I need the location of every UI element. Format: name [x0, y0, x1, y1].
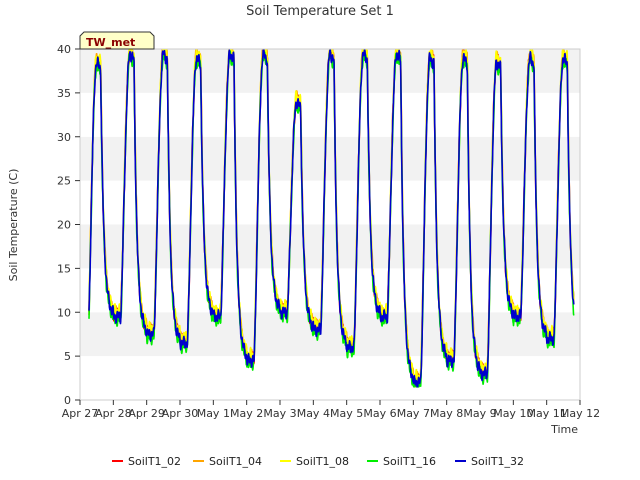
grid-band — [80, 268, 580, 313]
grid-bands — [80, 49, 580, 400]
x-tick-label: May 6 — [363, 407, 396, 420]
series-line-soilt1_32 — [88, 49, 575, 388]
y-axis-label: Soil Temperature (C) — [7, 169, 20, 282]
chart-title: Soil Temperature Set 1 — [246, 4, 394, 19]
x-tick-label: May 11 — [527, 407, 567, 420]
y-tick-label: 5 — [64, 350, 71, 363]
x-tick-label: May 3 — [263, 407, 296, 420]
legend: SoilT1_02 SoilT1_04 SoilT1_08 SoilT1_16 Soil… — [112, 455, 524, 468]
x-tick-label: May 5 — [330, 407, 363, 420]
station-badge-label: TW_met — [86, 36, 135, 49]
grid-band — [80, 312, 580, 357]
station-badge: TW_met — [79, 31, 155, 50]
grid-band — [80, 180, 580, 225]
x-tick-label: Apr 27 — [62, 407, 99, 420]
y-tick-label: 30 — [57, 131, 71, 144]
x-tick-label: Apr 28 — [95, 407, 132, 420]
y-tick-label: 20 — [57, 219, 71, 232]
x-axis-label: Time — [550, 423, 578, 436]
x-tick-label: May 7 — [397, 407, 430, 420]
grid-band — [80, 136, 580, 181]
x-tick-label: Apr 30 — [162, 407, 199, 420]
x-tick-label: May 2 — [230, 407, 263, 420]
grid-band — [80, 356, 580, 400]
legend-label: SoilT1_16 — [383, 455, 436, 468]
y-tick-label: 15 — [57, 262, 71, 275]
legend-label: SoilT1_32 — [471, 455, 524, 468]
x-tick-label: Apr 29 — [128, 407, 165, 420]
y-axis: 0 5 10 15 20 25 30 35 40 — [57, 43, 80, 407]
x-tick-label: May 9 — [463, 407, 496, 420]
legend-label: SoilT1_02 — [128, 455, 181, 468]
grid-band — [80, 92, 580, 137]
x-tick-label: May 4 — [297, 407, 330, 420]
y-tick-label: 0 — [64, 394, 71, 407]
y-tick-label: 35 — [57, 87, 71, 100]
x-tick-label: May 8 — [430, 407, 463, 420]
x-tick-label: May 1 — [197, 407, 230, 420]
y-tick-label: 40 — [57, 43, 71, 56]
legend-label: SoilT1_08 — [296, 455, 349, 468]
y-tick-label: 10 — [57, 306, 71, 319]
grid-band — [80, 224, 580, 269]
y-tick-label: 25 — [57, 175, 71, 188]
legend-label: SoilT1_04 — [209, 455, 262, 468]
x-tick-label: May 10 — [493, 407, 533, 420]
series-layer — [88, 49, 575, 388]
x-tick-label: May 12 — [560, 407, 600, 420]
